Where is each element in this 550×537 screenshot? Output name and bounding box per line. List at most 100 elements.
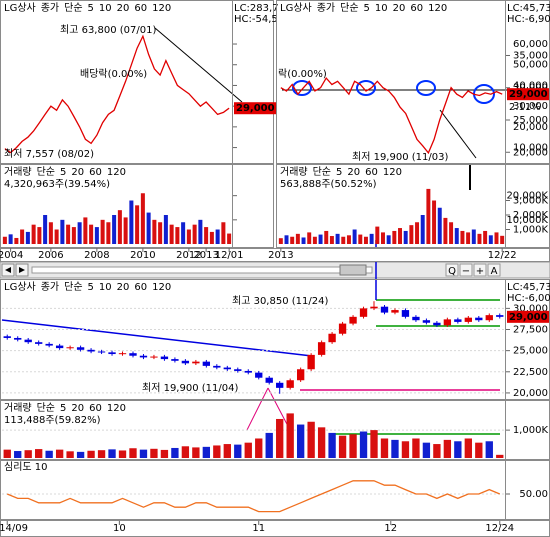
volume-bar xyxy=(433,444,441,458)
volume-bar xyxy=(464,438,472,458)
candle-body xyxy=(76,347,85,350)
candle-body xyxy=(255,372,263,378)
volume-bar xyxy=(160,449,169,458)
scroll-thumb[interactable] xyxy=(339,264,367,276)
volume-bar xyxy=(432,200,437,244)
toolbar-button-label[interactable]: Q xyxy=(448,266,456,277)
volume-bar xyxy=(215,229,220,244)
volume-bar xyxy=(14,237,19,244)
candle-body xyxy=(296,369,305,381)
candle-body xyxy=(202,361,211,366)
legend-item: 120 xyxy=(152,3,171,14)
volume-bar xyxy=(460,230,465,244)
volume-bar xyxy=(466,232,471,244)
legend-item: 10 xyxy=(99,3,112,14)
candle-body xyxy=(307,354,315,370)
y-tick-label: 1,000K xyxy=(513,225,549,236)
volume-bar xyxy=(3,449,11,458)
candle-body xyxy=(150,356,158,358)
candle-body xyxy=(108,352,116,355)
volume-bar xyxy=(129,200,134,244)
toolbar-button[interactable] xyxy=(459,263,473,277)
volume-bar xyxy=(398,228,402,244)
scroll-right[interactable] xyxy=(15,263,29,277)
volume-bar xyxy=(265,432,273,458)
x-tick-label: 2004 xyxy=(0,250,23,261)
volume-bar xyxy=(117,210,122,244)
y-tick-label: 22,500 xyxy=(513,367,548,378)
volume-bar xyxy=(60,219,65,244)
volume-bar xyxy=(477,233,482,244)
scroll-left[interactable] xyxy=(1,263,15,277)
legend-item: 5 xyxy=(60,167,66,178)
legend-item: 단순 xyxy=(64,2,82,14)
legend-item: 120 xyxy=(428,3,447,14)
marker-circle xyxy=(356,80,376,96)
volume-bar xyxy=(175,227,180,244)
candle-body xyxy=(55,345,64,349)
candle-body xyxy=(139,355,148,358)
volume-bar xyxy=(204,227,209,244)
arrow xyxy=(246,387,269,431)
info-label: LC:45,73 xyxy=(507,3,550,14)
info-label: HC:-54,5 xyxy=(234,14,278,25)
volume-bar xyxy=(129,448,137,458)
volume-bar xyxy=(71,227,76,244)
toolbar-button[interactable] xyxy=(445,263,459,277)
volume-bar xyxy=(192,224,197,244)
y-tick-label: 10,000K xyxy=(506,215,548,226)
x-tick-label: 2006 xyxy=(38,250,63,261)
x-tick-label: 12/22 xyxy=(488,250,517,261)
volume-bar xyxy=(286,413,294,458)
scrollbar[interactable] xyxy=(31,266,373,274)
volume-bar xyxy=(391,439,399,458)
volume-bar xyxy=(2,236,7,244)
volume-bar xyxy=(25,231,30,244)
volume-bar xyxy=(77,222,82,244)
info-label: LC:45,73 xyxy=(507,282,550,293)
annotation: 최고 63,800 (07/01) xyxy=(60,24,156,36)
y-tick-label: 50.00 xyxy=(519,489,548,500)
marker-circle xyxy=(416,80,436,96)
volume-bar xyxy=(496,454,504,458)
toolbar-button[interactable] xyxy=(487,263,501,277)
candle-body xyxy=(401,310,410,317)
price-line xyxy=(6,480,501,513)
frame xyxy=(0,520,550,537)
candle-body xyxy=(97,351,106,353)
toolbar-button-label[interactable]: − xyxy=(462,266,470,277)
candle-body xyxy=(234,369,242,371)
volume-bar xyxy=(192,447,200,458)
legend-item: LG상사 xyxy=(280,2,312,14)
volume-bar xyxy=(352,229,357,244)
info-label: HC:-6,00 xyxy=(507,293,550,304)
toolbar-button-label[interactable]: + xyxy=(476,266,484,277)
volume-bar xyxy=(422,442,431,458)
legend-item: 120 xyxy=(383,167,402,178)
legend-item: 단순 xyxy=(340,2,358,14)
volume-bar xyxy=(420,215,425,244)
candle-body xyxy=(359,308,368,317)
toolbar-button[interactable] xyxy=(473,263,487,277)
volume-bar xyxy=(329,236,334,244)
candle-body xyxy=(317,342,326,355)
volume-bar xyxy=(443,439,452,458)
change-label: 2.11% xyxy=(509,102,541,113)
candle-body xyxy=(286,380,294,388)
volume-bar xyxy=(363,236,368,244)
volume-bar xyxy=(276,418,284,458)
volume-bar xyxy=(426,188,431,244)
marker-circle xyxy=(292,80,312,96)
x-tick-label: 11 xyxy=(252,523,265,534)
legend-item: 60 xyxy=(365,167,378,178)
volume-bar xyxy=(37,227,42,244)
price-tag-label: 29,000 xyxy=(236,103,275,114)
volume-bar xyxy=(437,207,442,244)
y-tick-label: 35,000 xyxy=(513,50,548,61)
volume-bar xyxy=(45,450,53,458)
volume-bar xyxy=(55,449,64,458)
toolbar-button-label[interactable]: A xyxy=(491,266,498,277)
candle-body xyxy=(433,322,441,326)
trend-line xyxy=(154,27,243,103)
